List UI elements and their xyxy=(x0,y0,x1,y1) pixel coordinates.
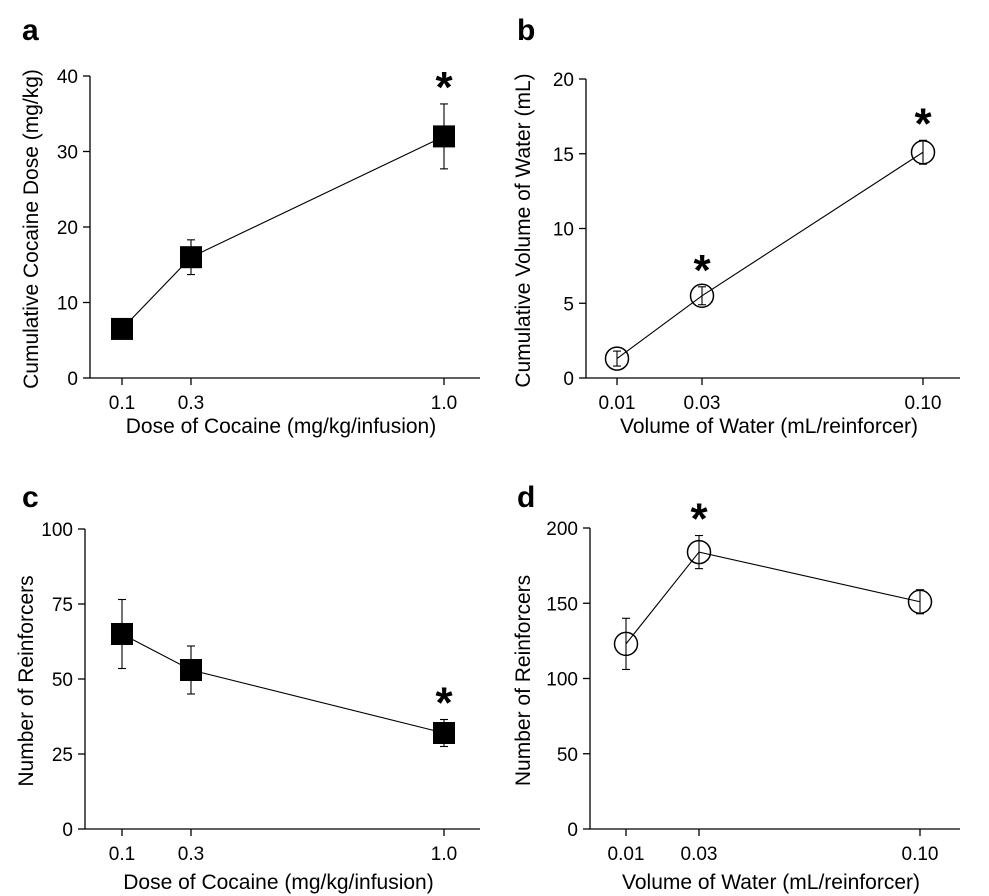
y-axis-title: Cumulative Volume of Water (mL) xyxy=(512,73,535,387)
y-tick-label: 0 xyxy=(62,820,73,841)
panel-c: c 0 25 50 75 100 0.1 0.3 1.0 Dose of Cocaine (mg/… xyxy=(15,481,480,894)
y-tick-label: 10 xyxy=(57,294,78,315)
y-tick-label: 0 xyxy=(567,820,578,841)
x-tick-label: 1.0 xyxy=(431,393,457,414)
x-tick-label: 0.3 xyxy=(178,844,204,865)
significance-star: * xyxy=(690,495,708,544)
x-tick-label: 0.1 xyxy=(109,844,135,865)
series-line xyxy=(121,135,445,330)
significance-star: * xyxy=(435,63,453,112)
x-tick-label: 0.03 xyxy=(681,844,718,865)
x-tick-label: 0.01 xyxy=(599,393,636,414)
data-point-circle xyxy=(910,140,936,165)
series-line xyxy=(616,151,924,360)
y-tick-label: 30 xyxy=(57,143,78,164)
x-tick-label: 0.10 xyxy=(905,393,942,414)
y-tick-label: 75 xyxy=(52,595,73,616)
y-tick-label: 50 xyxy=(557,745,578,766)
x-axis-title: Volume of Water (mL/reinforcer) xyxy=(622,871,920,894)
series-line xyxy=(625,551,921,645)
y-tick-label: 25 xyxy=(52,745,73,766)
data-point-square xyxy=(433,125,455,148)
y-axis-title: Number of Reinforcers xyxy=(15,575,38,786)
y-axis-title: Number of Reinforcers xyxy=(512,575,535,786)
x-tick-label: 0.03 xyxy=(684,393,721,414)
data-point-circle xyxy=(686,539,712,565)
series-line xyxy=(121,633,445,734)
significance-star: * xyxy=(435,679,453,728)
x-axis-title: Dose of Cocaine (mg/kg/infusion) xyxy=(123,871,433,894)
y-tick-label: 200 xyxy=(546,519,578,540)
y-tick-label: 20 xyxy=(553,70,574,91)
y-tick-label: 50 xyxy=(52,670,73,691)
panel-d: d 0 50 100 150 200 0.01 0.03 0.10 Volume of Water… xyxy=(512,481,960,894)
data-point-circle xyxy=(604,346,630,371)
data-point-circle xyxy=(689,283,715,309)
data-point-square xyxy=(180,659,202,681)
y-tick-label: 15 xyxy=(553,145,574,166)
panel-letter: d xyxy=(517,481,535,514)
y-tick-label: 0 xyxy=(67,369,78,390)
data-point-circle xyxy=(907,589,933,614)
panel-letter: b xyxy=(517,14,535,47)
x-tick-label: 0.10 xyxy=(902,844,939,865)
data-point-square xyxy=(111,623,133,645)
x-tick-label: 0.01 xyxy=(608,844,645,865)
data-point-square xyxy=(111,317,133,340)
significance-star: * xyxy=(693,246,711,295)
x-tick-label: 0.3 xyxy=(178,393,204,414)
y-tick-label: 100 xyxy=(41,520,73,541)
x-axis-title: Volume of Water (mL/reinforcer) xyxy=(620,415,918,438)
significance-star: * xyxy=(914,99,932,148)
x-axis-title: Dose of Cocaine (mg/kg/infusion) xyxy=(126,415,436,438)
y-tick-label: 40 xyxy=(57,67,78,88)
y-tick-label: 10 xyxy=(553,220,574,241)
y-tick-label: 0 xyxy=(563,369,574,390)
data-point-square xyxy=(433,722,455,744)
data-point-circle xyxy=(613,631,639,657)
data-point-square xyxy=(180,246,202,269)
y-tick-label: 5 xyxy=(563,294,574,315)
x-tick-label: 1.0 xyxy=(431,844,457,865)
y-tick-label: 100 xyxy=(546,670,578,691)
x-tick-label: 0.1 xyxy=(109,393,135,414)
panel-letter: a xyxy=(22,14,39,47)
panel-letter: c xyxy=(22,481,39,514)
y-axis-title: Cumulative Cocaine Dose (mg/kg) xyxy=(20,69,43,389)
y-tick-label: 150 xyxy=(546,594,578,615)
y-tick-label: 20 xyxy=(57,218,78,239)
